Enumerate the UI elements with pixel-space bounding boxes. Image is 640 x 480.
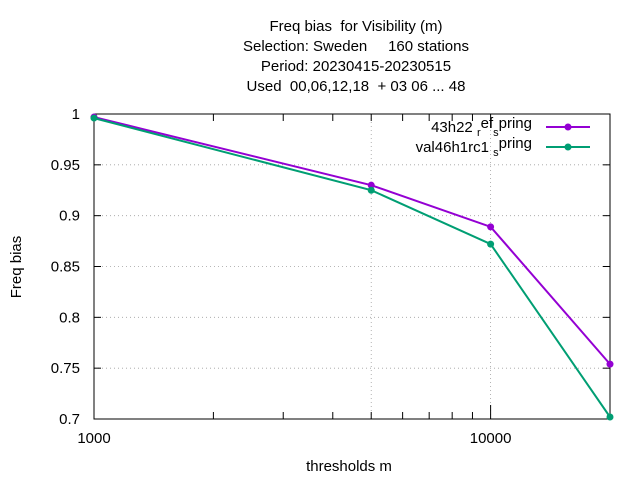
series-layer — [90, 113, 614, 421]
legend-label-part: 43h22 — [431, 119, 477, 136]
data-point — [367, 186, 375, 194]
legend-label-1: 43h22 refspring — [431, 115, 532, 139]
legend-label-part: ef — [481, 115, 494, 132]
y-tick-label: 0.95 — [51, 157, 80, 174]
legend-label-part: pring — [499, 115, 532, 132]
y-axis-label: Freq bias — [8, 236, 25, 299]
legend-marker — [564, 123, 572, 131]
title-line-4: Used 00,06,12,18 + 03 06 ... 48 — [246, 78, 466, 95]
plot-border — [93, 113, 611, 420]
title-line-1: Freq bias for Visibility (m) — [269, 18, 443, 35]
legend-label-2: val46h1rc1 spring — [416, 135, 532, 159]
axis-ticks: 0.7 0.75 0.8 0.85 0.9 0.95 1 1000 10000 — [51, 106, 610, 447]
x-tick-label: 1000 — [77, 430, 110, 447]
legend-label-part: s — [493, 127, 499, 139]
title-line-2: Selection: Sweden 160 stations — [243, 38, 469, 55]
x-axis-label: thresholds m — [306, 458, 392, 475]
data-point — [606, 413, 614, 421]
y-tick-label: 1 — [72, 106, 80, 123]
y-tick-label: 0.9 — [59, 208, 80, 225]
y-tick-label: 0.75 — [51, 360, 80, 377]
data-point — [487, 223, 495, 231]
y-tick-label: 0.8 — [59, 309, 80, 326]
grid — [94, 114, 610, 419]
data-point — [487, 240, 495, 248]
legend-label-part: s — [493, 147, 499, 159]
title-line-3: Period: 20230415-20230515 — [260, 58, 452, 75]
chart-title: Freq bias for Visibility (m) Selection: … — [0, 17, 640, 97]
series-line-1 — [93, 116, 611, 365]
data-point — [606, 360, 614, 368]
series-line-2 — [93, 117, 611, 418]
legend-label-part: pring — [499, 135, 532, 152]
data-point — [367, 181, 375, 189]
data-point — [90, 114, 98, 122]
legend-label-part: r — [477, 127, 481, 139]
legend-marker — [564, 143, 572, 151]
y-tick-label: 0.7 — [59, 411, 80, 428]
legend-label-part: val46h1rc1 — [416, 139, 494, 156]
y-tick-label: 0.85 — [51, 259, 80, 276]
x-tick-label: 10000 — [470, 430, 512, 447]
